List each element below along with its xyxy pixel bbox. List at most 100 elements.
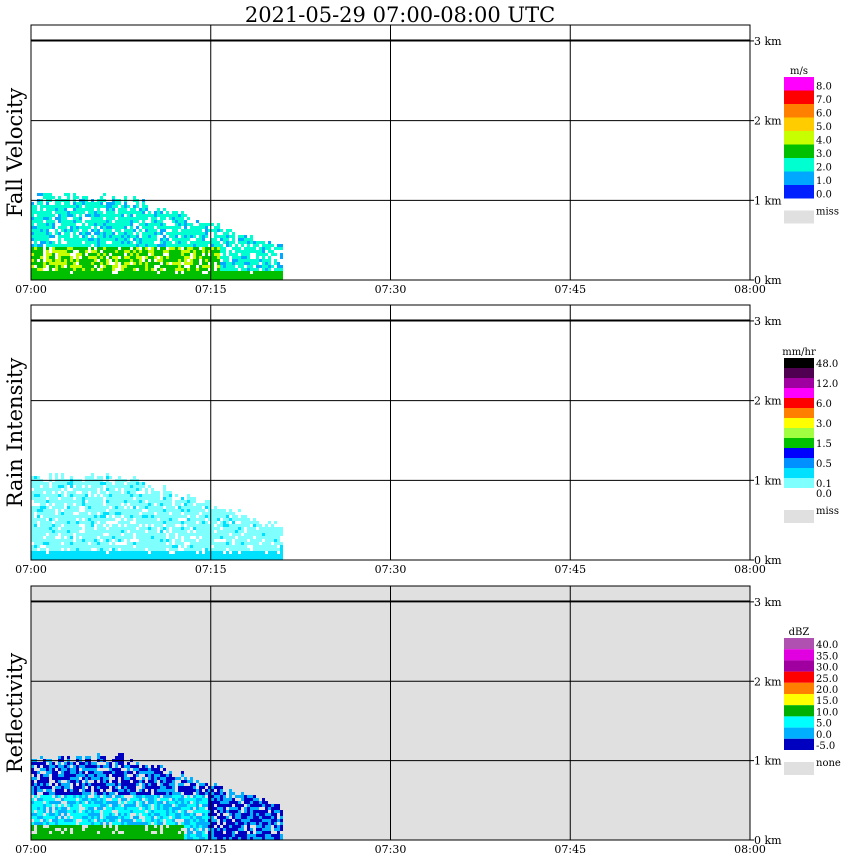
echo-cell (211, 813, 214, 816)
echo-cell (82, 515, 85, 518)
echo-cell (145, 226, 148, 229)
echo-cell (133, 557, 136, 560)
echo-cell (145, 491, 148, 494)
echo-cell (46, 262, 49, 265)
echo-cell (106, 825, 109, 828)
height-tick-label: 0 km (754, 274, 782, 287)
echo-cell (217, 244, 220, 247)
echo-cell (172, 807, 175, 810)
echo-cell (220, 795, 223, 798)
echo-cell (253, 274, 256, 277)
echo-cell (61, 250, 64, 253)
echo-cell (100, 518, 103, 521)
echo-cell (103, 777, 106, 780)
echo-cell (109, 220, 112, 223)
echo-cell (142, 208, 145, 211)
echo-cell (46, 485, 49, 488)
echo-cell (124, 783, 127, 786)
echo-cell (160, 256, 163, 259)
echo-cell (49, 557, 52, 560)
echo-cell (130, 786, 133, 789)
echo-cell (118, 768, 121, 771)
echo-cell (85, 545, 88, 548)
echo-cell (43, 834, 46, 837)
colorbar-swatch (784, 638, 814, 650)
echo-cell (253, 822, 256, 825)
echo-cell (127, 244, 130, 247)
echo-cell (118, 804, 121, 807)
echo-cell (55, 548, 58, 551)
colorbar-label: 0.1 (816, 479, 832, 490)
echo-cell (112, 274, 115, 277)
echo-cell (121, 536, 124, 539)
echo-cell (154, 810, 157, 813)
echo-cell (67, 765, 70, 768)
echo-cell (187, 256, 190, 259)
echo-cell (67, 265, 70, 268)
echo-cell (118, 241, 121, 244)
echo-cell (88, 482, 91, 485)
echo-cell (169, 235, 172, 238)
echo-cell (34, 485, 37, 488)
echo-cell (85, 476, 88, 479)
echo-cell (172, 232, 175, 235)
echo-cell (208, 259, 211, 262)
echo-cell (79, 816, 82, 819)
echo-cell (67, 530, 70, 533)
echo-cell (223, 530, 226, 533)
echo-cell (163, 235, 166, 238)
echo-cell (145, 217, 148, 220)
echo-cell (55, 506, 58, 509)
echo-cell (49, 825, 52, 828)
echo-cell (52, 259, 55, 262)
echo-cell (235, 515, 238, 518)
echo-cell (157, 244, 160, 247)
echo-cell (193, 557, 196, 560)
echo-cell (142, 783, 145, 786)
echo-cell (136, 247, 139, 250)
echo-cell (133, 220, 136, 223)
echo-cell (139, 533, 142, 536)
echo-cell (136, 274, 139, 277)
echo-cell (187, 247, 190, 250)
echo-cell (31, 783, 34, 786)
echo-cell (73, 214, 76, 217)
echo-cell (181, 265, 184, 268)
echo-cell (118, 503, 121, 506)
echo-cell (181, 220, 184, 223)
echo-cell (175, 795, 178, 798)
echo-cell (136, 241, 139, 244)
echo-cell (154, 506, 157, 509)
echo-cell (211, 795, 214, 798)
echo-cell (109, 205, 112, 208)
echo-cell (67, 482, 70, 485)
echo-cell (112, 813, 115, 816)
echo-cell (229, 274, 232, 277)
echo-cell (151, 250, 154, 253)
echo-cell (127, 792, 130, 795)
echo-cell (46, 214, 49, 217)
echo-cell (238, 509, 241, 512)
echo-cell (163, 250, 166, 253)
echo-cell (124, 527, 127, 530)
echo-cell (91, 825, 94, 828)
echo-cell (130, 822, 133, 825)
echo-cell (199, 542, 202, 545)
echo-cell (64, 250, 67, 253)
echo-cell (67, 515, 70, 518)
echo-cell (52, 518, 55, 521)
echo-cell (208, 789, 211, 792)
echo-cell (70, 554, 73, 557)
echo-cell (235, 262, 238, 265)
echo-cell (193, 229, 196, 232)
echo-cell (58, 214, 61, 217)
echo-cell (73, 762, 76, 765)
echo-cell (94, 250, 97, 253)
echo-cell (181, 542, 184, 545)
echo-cell (178, 268, 181, 271)
echo-cell (73, 223, 76, 226)
echo-cell (115, 494, 118, 497)
echo-cell (235, 548, 238, 551)
echo-cell (79, 500, 82, 503)
echo-cell (46, 557, 49, 560)
